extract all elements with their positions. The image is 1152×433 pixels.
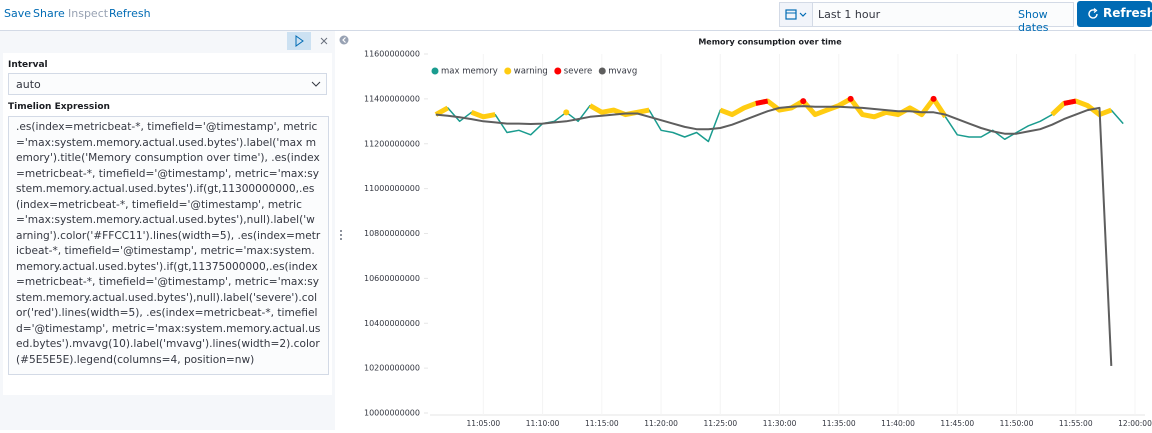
y-tick-label: 11200000000 (364, 139, 420, 148)
y-tick-label: 11400000000 (364, 94, 420, 103)
point (847, 95, 854, 102)
chart-title: Memory consumption over time (698, 38, 842, 47)
y-tick-label: 11000000000 (364, 184, 420, 193)
legend-swatch (554, 67, 562, 75)
series-line (755, 98, 1077, 106)
y-tick-label: 10800000000 (364, 229, 420, 238)
select-arrow (311, 81, 321, 87)
x-tick-label: 12:00:00 (1118, 419, 1152, 428)
time-range[interactable]: Last 1 hour (818, 8, 881, 21)
x-tick-label: 11:35:00 (822, 419, 856, 428)
interval-value: auto (16, 78, 41, 91)
point (563, 109, 570, 116)
refresh-label: Refresh (1103, 6, 1152, 20)
x-tick-label: 11:50:00 (1000, 419, 1034, 428)
series-line (435, 105, 1113, 366)
x-tick-label: 11:45:00 (940, 419, 974, 428)
pane-divider (339, 35, 349, 240)
toolbar: Save Share Inspect Refresh Last 1 hour S… (0, 0, 1152, 34)
x-tick-label: 11:20:00 (644, 419, 678, 428)
x-tick-label: 11:10:00 (526, 419, 560, 428)
legend-label: mvavg (608, 67, 637, 77)
share-link[interactable]: Share (33, 7, 65, 20)
refresh-button[interactable]: Refresh (1077, 1, 1152, 27)
inspect-link[interactable]: Inspect (68, 7, 109, 20)
run-button[interactable] (287, 32, 311, 50)
y-tick-label: 10400000000 (364, 319, 420, 328)
x-tick-label: 11:15:00 (585, 419, 619, 428)
run-icon (295, 35, 304, 47)
close-icon[interactable] (318, 35, 330, 47)
date-picker: Last 1 hour Show dates (779, 2, 1074, 34)
series-line (434, 96, 1113, 120)
x-tick-label: 11:55:00 (1059, 419, 1093, 428)
x-tick-label: 11:25:00 (703, 419, 737, 428)
legend-label: max memory (441, 67, 498, 77)
legend-swatch (598, 67, 606, 75)
point (800, 98, 807, 105)
expression-label: Timelion Expression (8, 102, 110, 112)
calendar-icon (785, 9, 807, 20)
legend-label: warning (514, 67, 548, 77)
show-dates[interactable]: Show dates (1018, 8, 1049, 34)
point (930, 95, 937, 102)
y-tick-label: 10600000000 (364, 274, 420, 283)
legend-swatch (431, 67, 439, 75)
x-tick-label: 11:30:00 (763, 419, 797, 428)
legend-label: severe (564, 67, 592, 77)
expression-input[interactable]: .es(index=metricbeat-*, timefield='@time… (8, 116, 329, 375)
save-link[interactable]: Save (4, 7, 32, 20)
x-tick-label: 11:40:00 (881, 419, 915, 428)
x-tick-label: 11:05:00 (466, 419, 500, 428)
chart: Memory consumption over time 10000000000… (364, 38, 1152, 429)
y-tick-label: 10200000000 (364, 364, 420, 373)
legend-swatch (504, 67, 512, 75)
y-tick-label: 10000000000 (364, 409, 420, 418)
interval-select[interactable]: auto (8, 73, 327, 95)
refresh-link[interactable]: Refresh (109, 7, 151, 20)
y-tick-label: 11600000000 (364, 50, 420, 59)
interval-label: Interval (8, 60, 48, 70)
refresh-icon (1088, 8, 1098, 19)
calendar-button[interactable] (780, 3, 813, 26)
